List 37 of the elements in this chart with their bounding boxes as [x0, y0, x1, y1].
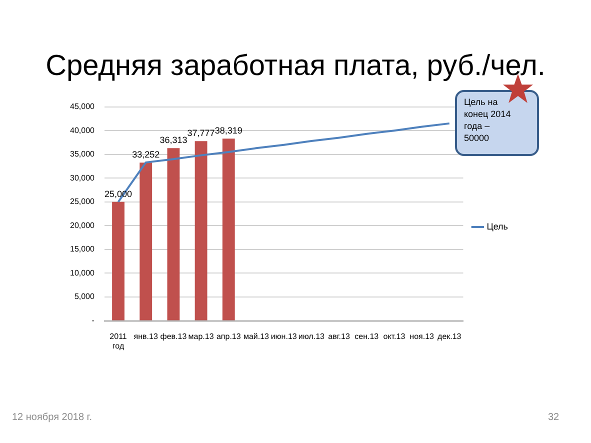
data-label: 36,313 — [160, 135, 188, 146]
y-tick-label: 5,000 — [74, 292, 96, 302]
x-tick-label: сен.13 — [354, 332, 380, 341]
text: 32 — [548, 412, 560, 423]
legend-label: Цель — [486, 221, 508, 232]
y-tick-label: 40,000 — [70, 126, 96, 135]
bar — [194, 141, 208, 320]
x-tick-label: 2011 год — [110, 332, 128, 350]
y-tick-label: - — [92, 316, 95, 326]
bar — [140, 162, 152, 320]
text: 12 ноября 2018 г. — [12, 412, 92, 423]
data-label: 38,319 — [214, 126, 242, 136]
x-tick-label: окт.13 — [383, 332, 406, 341]
x-tick-label: дек.13 — [438, 332, 462, 341]
y-tick-label: 25,000 — [70, 197, 96, 206]
y-tick-label: 45,000 — [70, 102, 96, 112]
x-tick-label: янв.13 — [134, 332, 158, 341]
x-tick-label: фев.13 — [160, 332, 188, 341]
y-tick-label: 35,000 — [70, 150, 96, 159]
x-tick-label: ноя.13 — [410, 332, 435, 341]
chart-title: Средняя заработная плата, руб./чел. — [44, 50, 546, 83]
y-tick-label: 30,000 — [70, 173, 96, 182]
x-tick-label: июл.13 — [298, 332, 326, 341]
x-tick-label: апр.13 — [216, 332, 242, 341]
y-tick-label: 10,000 — [70, 268, 96, 278]
x-tick-label: май.13 — [243, 332, 270, 341]
data-label: 37,777 — [187, 128, 215, 138]
bar — [112, 202, 124, 320]
x-tick-label: мар.13 — [188, 332, 214, 341]
y-tick-label: 15,000 — [70, 244, 96, 254]
x-tick-label: авг.13 — [328, 332, 350, 341]
y-tick-label: 20,000 — [70, 220, 96, 230]
data-label: 33,252 — [132, 150, 160, 160]
bar — [222, 138, 235, 320]
x-tick-label: июн.13 — [270, 332, 298, 341]
bar — [167, 148, 180, 320]
callout-box: Цель на конец 2014 года – 50000 — [455, 90, 539, 156]
